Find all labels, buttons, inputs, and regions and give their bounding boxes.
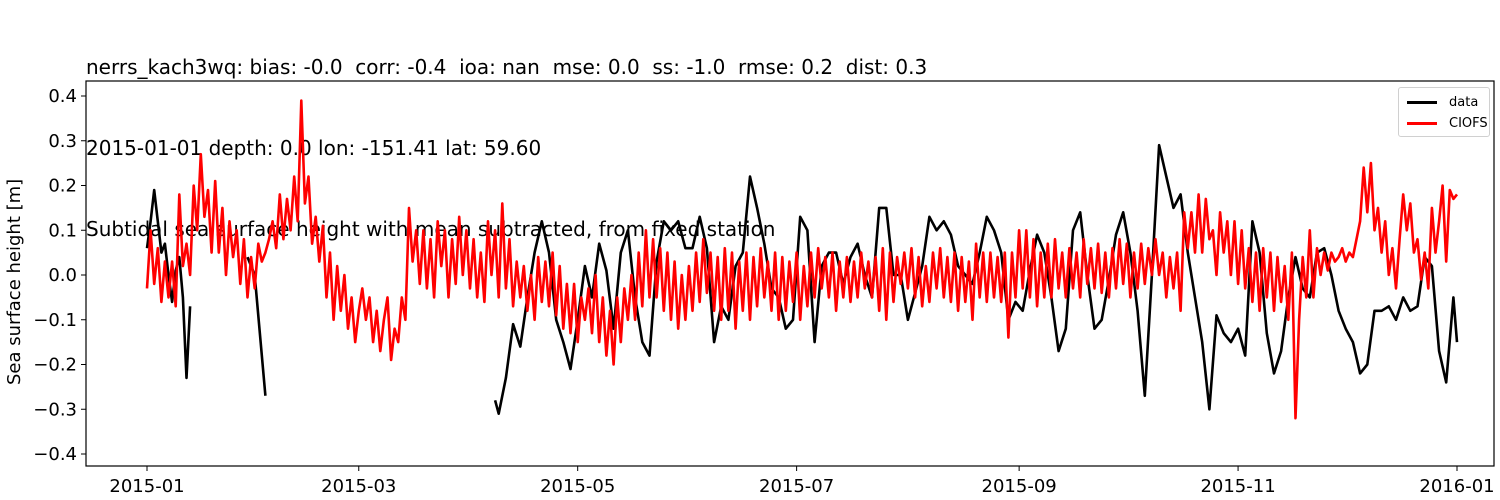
legend-item-data: data [1407,93,1478,111]
x-tick-label: 2015-03 [321,476,396,497]
y-tick-label: 0.3 [48,131,77,152]
y-axis: 0.4 0.3 0.2 0.1 0.0 −0.1 −0.2 −0.3 −0.4 [33,86,86,465]
x-tick-label: 2015-11 [1200,476,1275,497]
y-axis-label: Sea surface height [m] [4,178,25,385]
x-tick-label: 2016-01 [1419,476,1494,497]
y-tick-label: 0.2 [48,176,77,197]
y-tick-label: 0.1 [48,220,77,241]
legend-label-ciofs: CIOFS [1449,115,1488,131]
legend-line-data-icon [1407,100,1437,104]
legend-line-ciofs-icon [1407,121,1437,125]
title-location-line: 2015-01-01 depth: 0.0 lon: -151.41 lat: … [86,136,542,160]
y-tick-label: −0.2 [33,355,77,376]
series-layer [145,99,1459,420]
x-tick-label: 2015-07 [759,476,834,497]
y-tick-label: 0.0 [48,265,77,286]
legend-item-ciofs: CIOFS [1407,114,1488,132]
x-tick-label: 2015-09 [982,476,1057,497]
series-ciofs [145,99,1459,420]
legend-label-data: data [1449,94,1479,110]
y-tick-label: −0.1 [33,310,77,331]
title-stats-line: nerrs_kach3wq: bias: -0.0 corr: -0.4 ioa… [86,55,928,79]
x-axis: 2015-01 2015-03 2015-05 2015-07 2015-09 2015-… [109,466,1495,497]
series-data [145,188,192,380]
axes-frame [85,80,1495,467]
x-tick-label: 2015-05 [540,476,615,497]
y-tick-label: 0.4 [48,86,77,107]
y-tick-label: −0.3 [33,399,77,420]
legend: data CIOFS [1398,87,1490,137]
y-tick-label: −0.4 [33,444,77,465]
x-tick-label: 2015-01 [109,476,184,497]
